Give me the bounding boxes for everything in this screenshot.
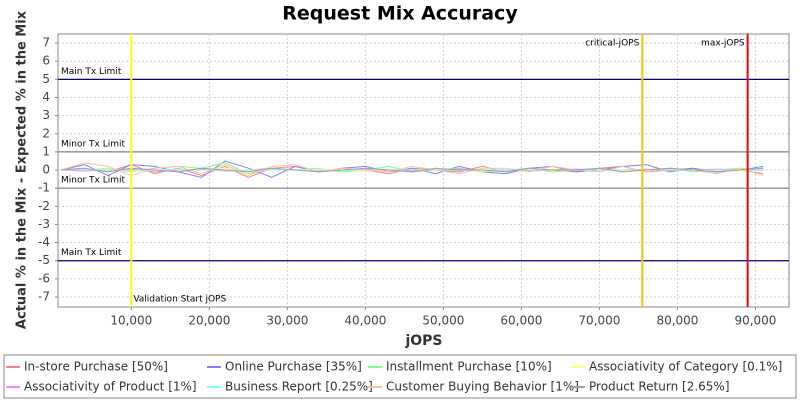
x-tick-label: 70,000 — [578, 314, 620, 328]
limit-label: Main Tx Limit — [61, 248, 122, 258]
x-axis-label: jOPS — [404, 333, 442, 349]
series-line — [61, 167, 764, 173]
x-tick-label: 50,000 — [422, 314, 464, 328]
limit-label: Minor Tx Limit — [61, 176, 126, 186]
y-tick-label: -4 — [38, 235, 50, 249]
legend-label: Online Purchase [35%] — [225, 360, 362, 374]
legend-label: Product Return [2.65%] — [589, 380, 730, 394]
y-tick-label: -1 — [38, 181, 50, 195]
y-tick-label: 6 — [42, 54, 50, 68]
x-tick-label: 30,000 — [266, 314, 308, 328]
marker-label: critical-jOPS — [585, 39, 639, 49]
y-tick-label: 2 — [42, 126, 50, 140]
marker-label: Validation Start jOPS — [133, 295, 226, 305]
x-tick-label: 60,000 — [500, 314, 542, 328]
legend-label: Associativity of Product [1%] — [24, 380, 197, 394]
x-tick-label: 20,000 — [188, 314, 230, 328]
y-tick-label: -3 — [38, 217, 50, 231]
legend-label: Installment Purchase [10%] — [386, 360, 552, 374]
legend-label: In-store Purchase [50%] — [24, 360, 168, 374]
y-tick-label: 0 — [42, 163, 50, 177]
legend-label: Associativity of Category [0.1%] — [589, 360, 782, 374]
marker-label: max-jOPS — [701, 39, 745, 49]
y-tick-label: 7 — [42, 36, 50, 50]
y-tick-label: 5 — [42, 72, 50, 86]
y-tick-label: 3 — [42, 108, 50, 122]
legend — [3, 354, 797, 399]
x-tick-label: 40,000 — [344, 314, 386, 328]
y-tick-label: -7 — [38, 290, 50, 304]
y-tick-label: -2 — [38, 199, 50, 213]
legend-label: Business Report [0.25%] — [225, 380, 373, 394]
y-tick-label: 4 — [42, 90, 50, 104]
y-axis-label: Actual % in the Mix - Expected % in the … — [15, 10, 30, 329]
series-line — [60, 162, 764, 177]
y-tick-label: 1 — [42, 144, 50, 158]
limit-label: Main Tx Limit — [61, 67, 122, 77]
x-tick-label: 90,000 — [734, 314, 776, 328]
limit-label: Minor Tx Limit — [61, 139, 126, 149]
chart-title: Request Mix Accuracy — [282, 3, 518, 25]
y-tick-label: -5 — [38, 253, 50, 267]
x-tick-label: 10,000 — [110, 314, 152, 328]
legend-label: Customer Buying Behavior [1%] — [386, 380, 579, 394]
x-tick-label: 80,000 — [656, 314, 698, 328]
y-tick-label: -6 — [38, 271, 50, 285]
